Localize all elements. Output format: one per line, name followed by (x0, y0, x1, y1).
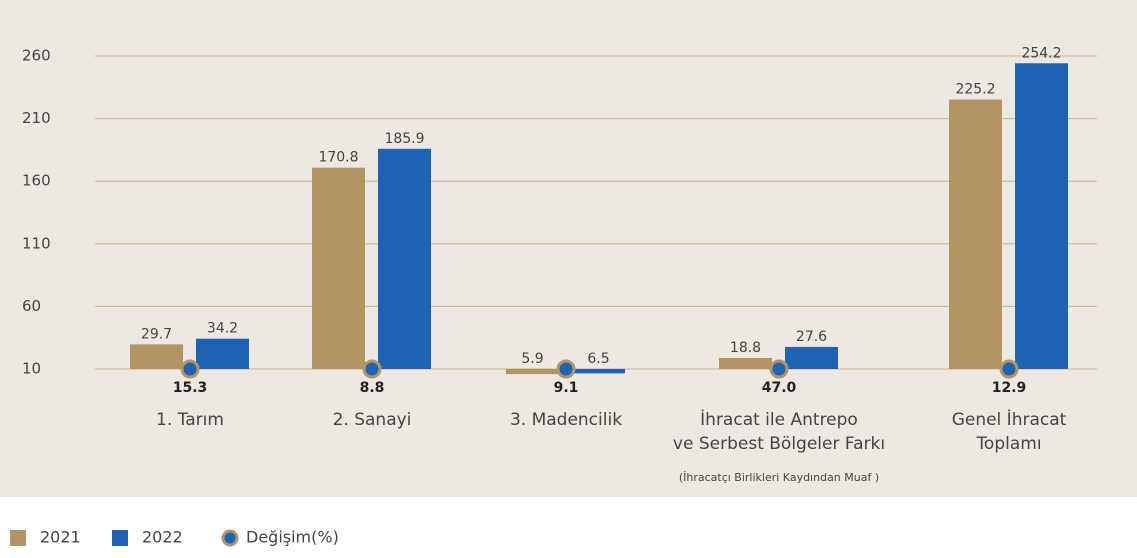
value-label: 18.8 (730, 340, 761, 356)
bar (312, 167, 365, 369)
value-label: 27.6 (796, 329, 827, 345)
value-label: 34.2 (207, 321, 238, 337)
bar (196, 338, 249, 369)
value-label: 254.2 (1021, 45, 1061, 61)
x-tick-label: Toplamı (975, 434, 1041, 454)
change-dot (180, 359, 200, 379)
value-label: 29.7 (141, 326, 172, 342)
bar (506, 369, 559, 375)
legend-swatch (112, 530, 128, 546)
change-label: 12.9 (992, 380, 1027, 396)
bar (130, 344, 183, 369)
bar (949, 99, 1002, 369)
change-label: 47.0 (762, 380, 797, 396)
y-tick-label: 60 (22, 297, 41, 315)
change-dot (362, 359, 382, 379)
value-label: 170.8 (318, 150, 358, 166)
bar (572, 369, 625, 374)
y-tick-label: 10 (22, 360, 41, 378)
x-tick-label: ve Serbest Bölgeler Farkı (673, 434, 885, 454)
y-tick-label: 160 (22, 172, 51, 190)
legend-swatch (10, 530, 26, 546)
legend-label: Değişim(%) (246, 528, 339, 547)
value-label: 6.5 (587, 351, 609, 367)
y-tick-label: 260 (22, 47, 51, 65)
bar (378, 148, 431, 369)
change-label: 15.3 (173, 380, 208, 396)
legend-label: 2022 (142, 528, 183, 547)
change-label: 8.8 (360, 380, 385, 396)
change-dot (556, 359, 576, 379)
y-tick-label: 110 (22, 234, 51, 252)
legend-swatch (221, 529, 239, 547)
change-dot (769, 359, 789, 379)
bar (1015, 63, 1068, 370)
bar (719, 357, 772, 369)
change-dot (999, 359, 1019, 379)
x-tick-label: Genel İhracat (952, 409, 1067, 430)
change-label: 9.1 (554, 380, 579, 396)
value-label: 225.2 (955, 82, 995, 98)
plot-background (0, 0, 1137, 497)
value-label: 185.9 (384, 131, 424, 147)
bar (785, 346, 838, 369)
x-tick-label: İhracat ile Antrepo (700, 409, 858, 430)
x-tick-label: 2. Sanayi (333, 410, 412, 430)
value-label: 5.9 (521, 351, 543, 367)
x-tick-label: 1. Tarım (156, 410, 224, 430)
x-tick-label: 3. Madencilik (510, 410, 622, 430)
annotation: (İhracatçı Birlikleri Kaydından Muaf ) (679, 471, 879, 484)
legend-label: 2021 (40, 528, 81, 547)
y-tick-label: 210 (22, 109, 51, 127)
